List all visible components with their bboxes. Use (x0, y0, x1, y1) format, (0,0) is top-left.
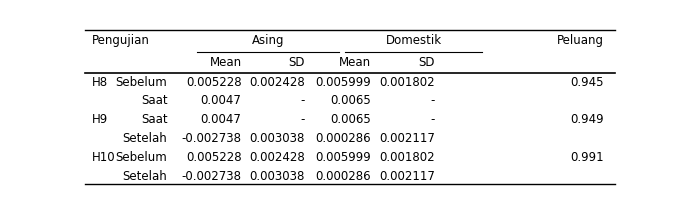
Text: 0.991: 0.991 (570, 151, 604, 164)
Text: H8: H8 (92, 76, 109, 89)
Text: SD: SD (288, 56, 305, 69)
Text: -: - (430, 113, 435, 126)
Text: -0.002738: -0.002738 (182, 170, 242, 183)
Text: Mean: Mean (339, 56, 372, 69)
Text: H9: H9 (92, 113, 109, 126)
Text: Setelah: Setelah (123, 170, 167, 183)
Text: SD: SD (418, 56, 435, 69)
Text: 0.001802: 0.001802 (379, 151, 435, 164)
Text: 0.003038: 0.003038 (250, 132, 305, 145)
Text: Domestik: Domestik (385, 34, 442, 47)
Text: -: - (301, 113, 305, 126)
Text: 0.002117: 0.002117 (379, 132, 435, 145)
Text: 0.001802: 0.001802 (379, 76, 435, 89)
Text: 0.005228: 0.005228 (186, 76, 242, 89)
Text: 0.000286: 0.000286 (316, 170, 372, 183)
Text: 0.945: 0.945 (570, 76, 604, 89)
Text: 0.0065: 0.0065 (331, 113, 372, 126)
Text: Pengujian: Pengujian (92, 34, 150, 47)
Text: Asing: Asing (252, 34, 284, 47)
Text: 0.000286: 0.000286 (316, 132, 372, 145)
Text: 0.002428: 0.002428 (249, 76, 305, 89)
Text: Saat: Saat (141, 113, 167, 126)
Text: -: - (301, 94, 305, 107)
Text: 0.949: 0.949 (570, 113, 604, 126)
Text: Saat: Saat (141, 94, 167, 107)
Text: 0.005999: 0.005999 (316, 76, 372, 89)
Text: 0.0047: 0.0047 (201, 94, 242, 107)
Text: 0.005228: 0.005228 (186, 151, 242, 164)
Text: 0.005999: 0.005999 (316, 151, 372, 164)
Text: 0.0047: 0.0047 (201, 113, 242, 126)
Text: Mean: Mean (210, 56, 242, 69)
Text: H10: H10 (92, 151, 116, 164)
Text: Peluang: Peluang (557, 34, 604, 47)
Text: Sebelum: Sebelum (115, 151, 167, 164)
Text: -0.002738: -0.002738 (182, 132, 242, 145)
Text: 0.002428: 0.002428 (249, 151, 305, 164)
Text: 0.002117: 0.002117 (379, 170, 435, 183)
Text: 0.003038: 0.003038 (250, 170, 305, 183)
Text: 0.0065: 0.0065 (331, 94, 372, 107)
Text: Setelah: Setelah (123, 132, 167, 145)
Text: Sebelum: Sebelum (115, 76, 167, 89)
Text: -: - (430, 94, 435, 107)
